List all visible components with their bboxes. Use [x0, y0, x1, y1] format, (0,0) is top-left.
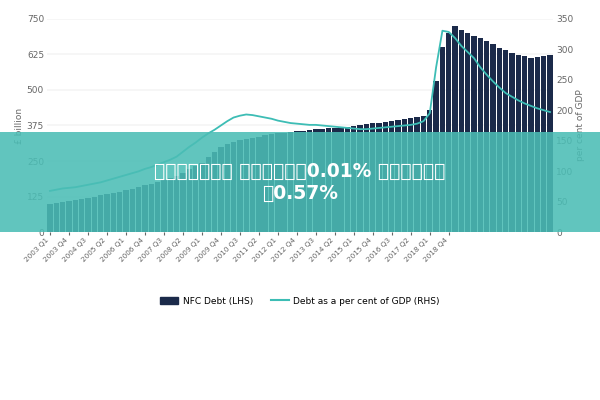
- Bar: [224, 144, 230, 232]
- Bar: [440, 47, 445, 232]
- Bar: [535, 57, 540, 232]
- Bar: [402, 119, 407, 232]
- Bar: [73, 200, 78, 232]
- Bar: [98, 195, 103, 232]
- Bar: [427, 110, 433, 232]
- Bar: [313, 130, 319, 232]
- Bar: [415, 118, 420, 232]
- Bar: [358, 125, 363, 232]
- Bar: [206, 157, 211, 232]
- Bar: [187, 169, 192, 232]
- Bar: [193, 166, 198, 232]
- Legend: NFC Debt (LHS), Debt as a per cent of GDP (RHS): NFC Debt (LHS), Debt as a per cent of GD…: [157, 293, 443, 309]
- Bar: [79, 199, 85, 232]
- Bar: [459, 30, 464, 232]
- Bar: [47, 204, 53, 232]
- Bar: [281, 133, 287, 232]
- Bar: [421, 116, 426, 232]
- Bar: [262, 136, 268, 232]
- Bar: [275, 134, 281, 232]
- Bar: [307, 130, 312, 232]
- Bar: [541, 56, 547, 232]
- Bar: [351, 126, 356, 232]
- Bar: [117, 192, 122, 232]
- Bar: [161, 180, 167, 232]
- Bar: [319, 129, 325, 232]
- Y-axis label: per cent of GDP: per cent of GDP: [576, 90, 585, 161]
- Bar: [408, 118, 413, 232]
- Bar: [497, 48, 502, 232]
- Bar: [85, 198, 91, 232]
- Bar: [452, 26, 458, 232]
- Bar: [123, 190, 128, 232]
- Bar: [294, 131, 299, 232]
- Bar: [465, 33, 470, 232]
- Bar: [478, 38, 483, 232]
- Bar: [92, 196, 97, 232]
- Bar: [484, 41, 490, 232]
- Bar: [288, 132, 293, 232]
- Bar: [509, 53, 515, 232]
- Bar: [472, 36, 477, 232]
- Bar: [503, 50, 508, 232]
- Bar: [301, 131, 306, 232]
- Bar: [345, 127, 350, 232]
- Bar: [269, 134, 274, 232]
- Bar: [332, 128, 338, 232]
- Bar: [104, 194, 110, 232]
- Bar: [180, 172, 185, 232]
- Bar: [395, 120, 401, 232]
- Bar: [389, 121, 394, 232]
- Bar: [490, 44, 496, 232]
- Bar: [256, 137, 262, 232]
- Bar: [110, 193, 116, 232]
- Bar: [130, 188, 135, 232]
- Bar: [167, 178, 173, 232]
- Bar: [136, 187, 141, 232]
- Bar: [149, 184, 154, 232]
- Bar: [433, 81, 439, 232]
- Bar: [383, 122, 388, 232]
- Bar: [218, 148, 224, 232]
- Bar: [237, 140, 242, 232]
- Bar: [446, 33, 451, 232]
- Bar: [364, 124, 369, 232]
- Bar: [174, 176, 179, 232]
- Bar: [244, 139, 249, 232]
- Bar: [515, 55, 521, 232]
- Y-axis label: £ billion: £ billion: [15, 108, 24, 144]
- Bar: [522, 56, 527, 232]
- Bar: [250, 138, 255, 232]
- Bar: [529, 58, 534, 232]
- Bar: [326, 128, 331, 232]
- Text: 股票配资可信赖 恒生指数高开0.01% 恒生科技指数
涨0.57%: 股票配资可信赖 恒生指数高开0.01% 恒生科技指数 涨0.57%: [154, 162, 446, 203]
- Bar: [212, 152, 217, 232]
- Bar: [370, 124, 376, 232]
- Bar: [376, 123, 382, 232]
- Bar: [547, 55, 553, 232]
- Bar: [155, 182, 160, 232]
- Bar: [66, 201, 71, 232]
- Bar: [142, 185, 148, 232]
- Bar: [338, 127, 344, 232]
- Bar: [199, 162, 205, 232]
- Bar: [231, 142, 236, 232]
- Bar: [60, 202, 65, 232]
- Bar: [53, 203, 59, 232]
